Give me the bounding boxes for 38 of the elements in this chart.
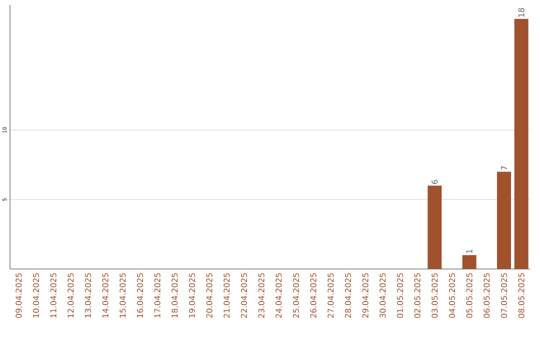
x-tick-label: 21.04.2025 [224, 273, 230, 318]
x-tick-label: 19.04.2025 [188, 273, 196, 318]
x-tick-label: 22.04.2025 [240, 273, 248, 318]
x-tick-label: 07.05.2025 [500, 273, 508, 318]
x-tick-label: 30.04.2025 [380, 273, 386, 318]
x-tick-label: 02.05.2025 [414, 273, 420, 318]
x-tick-label: 27.04.2025 [328, 273, 334, 318]
x-tick-label: 12.04.2025 [68, 273, 74, 318]
x-tick-label: 29.04.2025 [362, 273, 368, 318]
x-tick-label: 20.04.2025 [206, 273, 212, 318]
bar [462, 255, 476, 269]
x-tick-label: 24.04.2025 [276, 273, 282, 318]
x-tick-label: 14.04.2025 [102, 273, 108, 318]
x-tick-label: 11.04.2025 [50, 273, 56, 318]
x-tick-label: 01.05.2025 [396, 273, 404, 318]
x-tick-label: 28.04.2025 [344, 273, 352, 318]
x-tick-label: 18.04.2025 [172, 273, 178, 318]
x-tick-label: 26.04.2025 [310, 273, 316, 318]
x-tick-label: 09.04.2025 [16, 273, 22, 318]
x-tick-label: 10.04.2025 [32, 273, 40, 318]
x-tick-label: 05.05.2025 [466, 273, 472, 318]
x-tick-label: 13.04.2025 [84, 273, 92, 318]
x-tick-label: 08.05.2025 [518, 273, 524, 318]
x-tick-label: 25.04.2025 [292, 273, 300, 318]
x-tick-label: 17.04.2025 [154, 273, 160, 318]
data-label: 1 [466, 250, 472, 254]
x-tick-label: 16.04.2025 [136, 273, 144, 318]
data-label: 7 [501, 166, 507, 170]
x-tick-label: 15.04.2025 [120, 273, 126, 318]
data-label: 18 [518, 8, 524, 17]
x-tick-label: 06.05.2025 [484, 273, 490, 318]
bar [514, 18, 528, 269]
x-tick-label: 03.05.2025 [432, 273, 438, 318]
bar [497, 172, 512, 269]
bar [428, 186, 442, 269]
data-label: 6 [432, 180, 438, 184]
x-tick-label: 23.04.2025 [258, 273, 264, 318]
x-tick-label: 04.05.2025 [448, 273, 456, 318]
